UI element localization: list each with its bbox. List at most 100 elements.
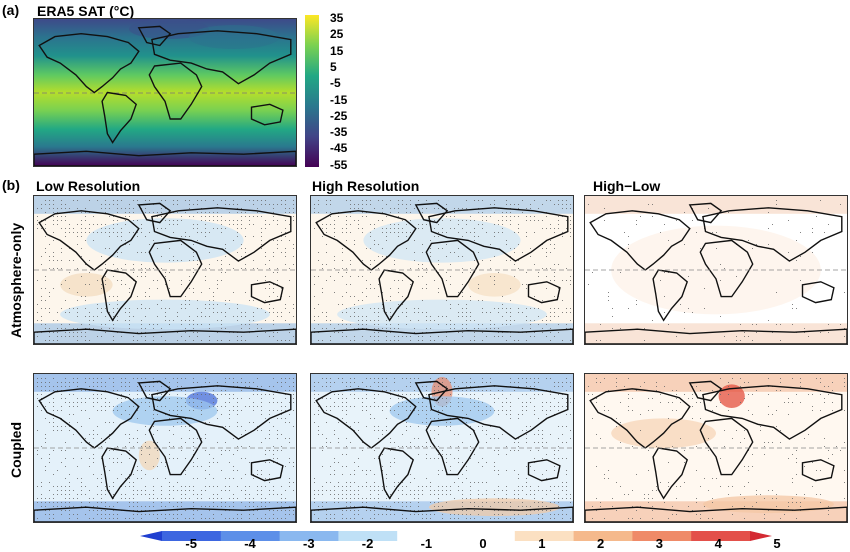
coast-antarctica — [585, 328, 847, 344]
coast-northAmerica — [589, 210, 691, 271]
coast-antarctica — [311, 506, 573, 522]
colorbar-segment — [338, 531, 398, 541]
difference-colorbar-tick: 3 — [655, 536, 664, 551]
panel-b-letter: (b) — [2, 177, 20, 193]
atm-low-res-map — [33, 195, 297, 345]
colorbar-segment — [456, 531, 516, 541]
colorbar-segment — [632, 531, 692, 541]
coast-australia — [250, 459, 284, 482]
coast-australia — [527, 459, 561, 482]
difference-colorbar-tick: 4 — [714, 536, 722, 551]
anomaly-region — [86, 218, 244, 263]
coast-northAmerica — [315, 210, 417, 271]
sat-colorbar-tick: 25 — [330, 27, 344, 42]
difference-colorbar-tick: 1 — [538, 536, 546, 551]
coast-antarctica — [34, 328, 296, 344]
era5-sat-map — [33, 18, 297, 167]
colorbar-segment — [397, 531, 457, 541]
coast-africa — [425, 417, 480, 476]
anomaly-region — [389, 396, 495, 426]
difference-colorbar-tick: -3 — [303, 536, 315, 551]
sat-colorbar-tick: -15 — [330, 92, 348, 107]
coast-southAmerica — [101, 269, 138, 322]
anomaly-region — [363, 218, 521, 263]
coast-northAmerica — [589, 388, 691, 449]
coast-greenland — [688, 202, 723, 224]
sat-colorbar-tick: -55 — [330, 157, 348, 172]
sat-colorbar-tick: 5 — [330, 59, 337, 74]
colorbar-segment — [279, 531, 339, 541]
difference-colorbar-tick: -4 — [244, 536, 256, 551]
coast-southAmerica — [652, 269, 689, 322]
sat-colorbar-tick: -45 — [330, 141, 348, 156]
coastlines — [311, 202, 573, 344]
coast-northAmerica — [38, 388, 140, 449]
coastlines — [34, 380, 296, 522]
colorbar-segment — [691, 531, 751, 541]
column-header-high: High Resolution — [312, 178, 420, 194]
coastlines — [585, 202, 847, 344]
colorbar-segment — [514, 531, 575, 541]
coastlines — [34, 25, 296, 166]
sat-colorbar-tick: 35 — [330, 11, 344, 25]
coast-eurasia — [702, 207, 843, 262]
atm-high-res-map — [310, 195, 574, 345]
coupled-low-res-map — [33, 373, 297, 523]
coast-greenland — [414, 202, 449, 224]
coast-africa — [148, 239, 203, 298]
coast-antarctica — [34, 150, 296, 166]
coast-greenland — [137, 202, 172, 224]
coast-antarctica — [34, 506, 296, 522]
polar-band — [585, 323, 847, 344]
coast-eurasia — [151, 207, 292, 262]
sat-colorbar — [305, 15, 319, 167]
sat-colorbar-tick: -35 — [330, 125, 348, 140]
coastlines — [34, 202, 296, 344]
coast-eurasia — [151, 30, 292, 85]
coast-southAmerica — [378, 447, 415, 500]
panel-a-letter: (a) — [2, 2, 20, 18]
sat-colorbar-tick: -5 — [330, 76, 341, 91]
coast-africa — [699, 239, 754, 298]
coast-northAmerica — [38, 32, 140, 94]
coast-southAmerica — [378, 269, 415, 322]
colorbar-segment — [162, 531, 222, 541]
difference-colorbar — [140, 528, 772, 541]
coast-eurasia — [702, 385, 843, 440]
column-header-diff: High−Low — [593, 178, 661, 194]
coast-antarctica — [311, 328, 573, 344]
coast-greenland — [137, 25, 172, 47]
coast-northAmerica — [38, 210, 140, 271]
sat-colorbar-tick: 15 — [330, 43, 344, 58]
column-header-low: Low Resolution — [36, 178, 141, 194]
polar-band — [34, 323, 296, 344]
coast-eurasia — [428, 207, 569, 262]
coastlines — [311, 380, 573, 522]
row-label-atmosphere: Atmosphere-only — [8, 222, 24, 338]
coast-africa — [425, 239, 480, 298]
panel-a-title: ERA5 SAT (°C) — [37, 3, 135, 19]
coast-southAmerica — [101, 91, 138, 144]
difference-colorbar-tick: 0 — [479, 536, 487, 551]
difference-colorbar-tick: -5 — [185, 536, 197, 551]
anomaly-region — [112, 396, 218, 426]
colorbar-segment — [573, 531, 633, 541]
anomaly-region — [428, 498, 560, 517]
coast-southAmerica — [652, 447, 689, 500]
polar-band — [34, 501, 296, 522]
coupled-high-res-map — [310, 373, 574, 523]
coastlines — [585, 380, 847, 522]
anomaly-region — [337, 299, 547, 330]
coast-antarctica — [585, 506, 847, 522]
coast-greenland — [137, 380, 172, 402]
row-label-coupled: Coupled — [8, 422, 24, 478]
significance-stippling — [37, 378, 294, 519]
anomaly-region — [60, 299, 270, 330]
coast-northAmerica — [315, 388, 417, 449]
colorbar-extend-high — [750, 531, 772, 541]
polar-band — [311, 323, 573, 344]
coupled-high-minus-low-map — [584, 373, 848, 523]
significance-stippling — [314, 200, 571, 341]
coast-australia — [801, 459, 835, 482]
atm-high-minus-low-map — [584, 195, 848, 345]
